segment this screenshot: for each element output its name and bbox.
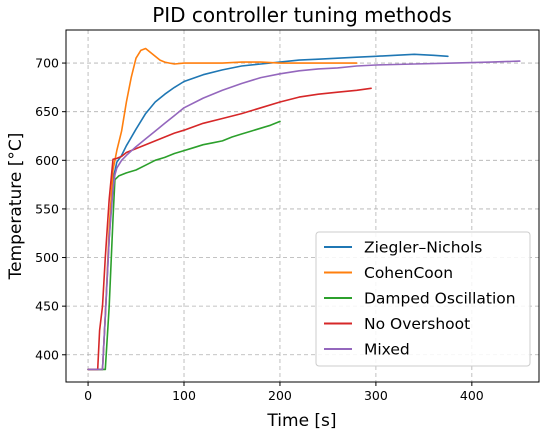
legend-label-3: No Overshoot <box>364 315 470 333</box>
axis-ticks: 0 100 200 300 400 400 450 500 550 600 650 700 <box>35 56 484 403</box>
x-tick-label: 200 <box>268 388 292 403</box>
y-tick-label: 600 <box>35 153 59 168</box>
legend-label-4: Mixed <box>364 341 410 359</box>
x-tick-label: 100 <box>172 388 196 403</box>
series-line-1 <box>87 47 358 371</box>
y-tick-label: 650 <box>35 104 59 119</box>
x-axis-label: Time [s] <box>266 411 336 431</box>
y-axis-label: Temperature [°C] <box>6 133 26 281</box>
y-tick-label: 500 <box>35 250 59 265</box>
plot-area <box>65 29 540 383</box>
y-tick-label: 550 <box>35 201 59 216</box>
series-line-4 <box>87 60 521 371</box>
legend-box <box>315 231 531 367</box>
legend-label-0: Ziegler–Nichols <box>364 239 482 257</box>
series-line-3 <box>87 87 372 371</box>
x-tick-label: 300 <box>364 388 388 403</box>
series-line-0 <box>87 53 449 371</box>
legend-label-1: CohenCoon <box>364 264 453 282</box>
y-tick-label: 700 <box>35 56 59 71</box>
x-tick-label: 400 <box>460 388 484 403</box>
legend: Ziegler–Nichols CohenCoon Damped Oscillati… <box>315 231 531 367</box>
series-lines <box>87 47 521 371</box>
series-line-2 <box>87 120 281 371</box>
y-tick-label: 400 <box>35 347 59 362</box>
y-tick-label: 450 <box>35 299 59 314</box>
x-tick-label: 0 <box>84 388 92 403</box>
chart-title: PID controller tuning methods <box>152 3 452 27</box>
legend-label-2: Damped Oscillation <box>364 290 516 308</box>
